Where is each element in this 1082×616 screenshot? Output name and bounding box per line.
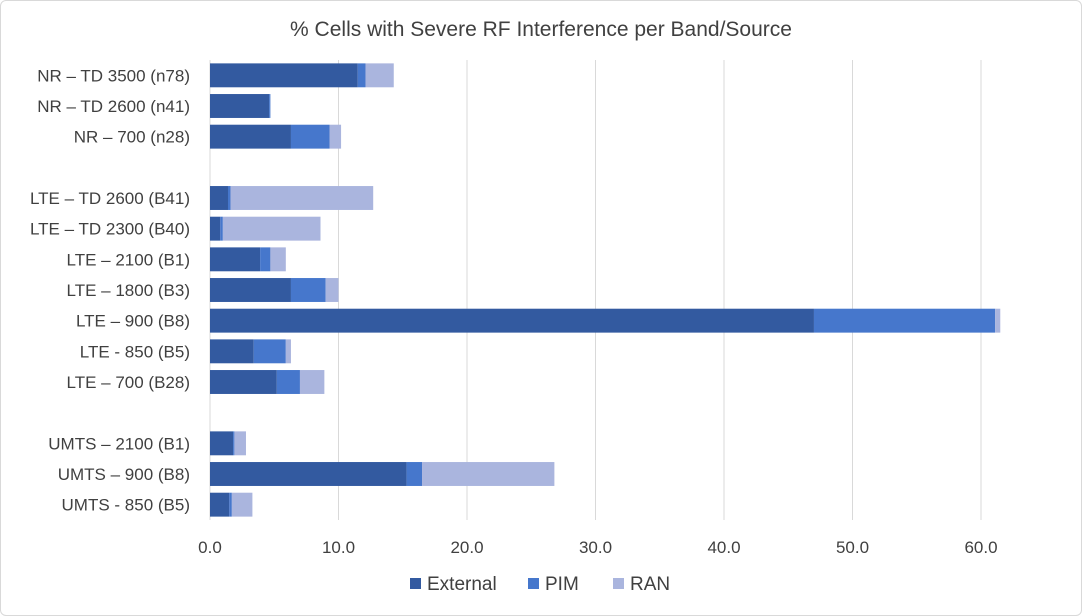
bar-segment-pim [253,339,286,364]
bar-segment-pim [406,462,423,486]
bar-segment-ran [995,308,1001,333]
x-tick-label: 20.0 [450,538,483,557]
bar-segment-external [210,339,254,364]
bar-segment-external [210,431,234,456]
category-label: LTE - 850 (B5) [80,342,190,361]
bar-segment-external [210,124,291,149]
bar-segment-ran [234,431,246,456]
legend-label: PIM [545,574,579,595]
bar-segment-ran [299,370,325,394]
category-label: LTE – 2100 (B1) [67,250,190,269]
bar-segment-pim [276,370,300,394]
category-label: LTE – 900 (B8) [76,312,190,331]
bar-segment-ran [270,247,286,272]
bar-segment-ran [230,186,374,210]
x-tick-label: 10.0 [322,538,355,557]
bar-segment-ran [285,339,291,364]
legend-swatch-ran [613,578,624,589]
bar-segment-external [210,186,228,210]
bar-segment-ran [422,462,555,486]
bars [210,63,1001,517]
x-axis-tick-labels: 0.0 10.0 20.0 30.0 40.0 50.0 60.0 [198,538,997,557]
category-label: UMTS – 2100 (B1) [48,434,190,453]
bar-segment-external [210,308,814,333]
bar-segment-external [210,462,407,486]
category-label: UMTS - 850 (B5) [62,496,190,515]
x-tick-label: 40.0 [707,538,740,557]
bar-segment-external [210,63,358,88]
bar-segment-ran [325,278,339,302]
bar-segment-external [210,492,230,517]
legend-label: RAN [630,574,670,595]
bar-segment-pim [229,492,232,517]
bar-segment-ran [365,63,394,88]
bar-segment-ran [231,492,253,517]
bar-segment-pim [220,216,223,241]
bar-segment-external [210,94,270,118]
legend-label: External [427,574,497,595]
legend-swatch-external [410,578,421,589]
bar-segment-pim [233,431,235,456]
bar-segment-external [210,247,261,272]
bar-segment-pim [227,186,231,210]
chart-title: % Cells with Severe RF Interference per … [290,18,792,41]
category-label: LTE – 700 (B28) [67,373,190,392]
x-tick-label: 60.0 [964,538,997,557]
x-tick-label: 30.0 [579,538,612,557]
bar-segment-pim [290,124,330,149]
category-label: NR – 700 (n28) [74,128,190,147]
category-label: NR – TD 2600 (n41) [37,97,190,116]
category-label: LTE – TD 2600 (B41) [30,189,190,208]
bar-segment-pim [269,94,271,118]
category-label: UMTS – 900 (B8) [58,465,190,484]
legend-swatch-pim [528,578,539,589]
category-label: LTE – 1800 (B3) [67,281,190,300]
bar-segment-external [210,370,277,394]
bar-segment-ran [329,124,342,149]
bar-segment-external [210,278,291,302]
category-labels: NR – TD 3500 (n78) NR – TD 2600 (n41) NR –… [30,66,190,514]
x-tick-label: 0.0 [198,538,222,557]
bar-segment-pim [290,278,326,302]
bar-segment-pim [813,308,996,333]
category-label: NR – TD 3500 (n78) [37,66,190,85]
legend: External PIM RAN [410,574,670,595]
x-tick-label: 50.0 [836,538,869,557]
bar-segment-pim [260,247,271,272]
category-label: LTE – TD 2300 (B40) [30,220,190,239]
bar-segment-pim [357,63,366,88]
bar-segment-external [210,216,221,241]
bar-segment-ran [222,216,321,241]
